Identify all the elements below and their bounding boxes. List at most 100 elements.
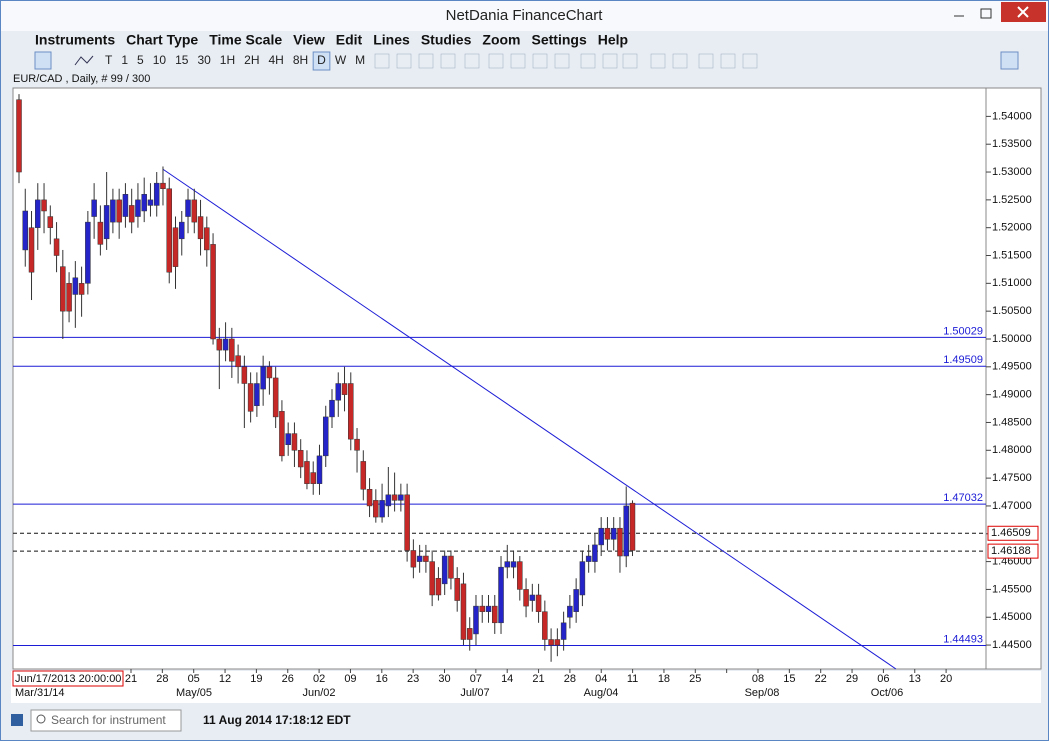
menu-item[interactable]: Settings <box>532 32 587 48</box>
close-icon <box>1017 6 1029 18</box>
candle-body <box>473 605 479 635</box>
tool-button[interactable] <box>672 53 688 69</box>
title-bar <box>1 1 1048 31</box>
candle-body <box>598 527 604 546</box>
x-tick-label: 20 <box>940 673 952 685</box>
menu-item[interactable]: Chart Type <box>126 32 198 48</box>
candle-body <box>279 411 285 457</box>
candle-body <box>560 622 567 640</box>
candle-body <box>216 338 223 351</box>
tool-bars-icon[interactable] <box>34 51 52 70</box>
status-time: 11 Aug 2014 17:18:12 EDT <box>203 713 351 727</box>
candle-body <box>241 366 248 384</box>
candle-body <box>510 561 517 568</box>
interval-button[interactable]: 30 <box>197 53 211 67</box>
x-tick-label: 06 <box>877 673 889 685</box>
tool-button[interactable] <box>580 53 596 69</box>
interval-button[interactable]: D <box>317 53 326 67</box>
candle-body <box>629 502 636 551</box>
candle-body <box>329 399 335 418</box>
menu-item[interactable]: Time Scale <box>209 32 282 48</box>
candle-body <box>379 500 385 518</box>
interval-button[interactable]: M <box>355 53 365 67</box>
price-label-box <box>987 543 1039 559</box>
candle-body <box>567 605 573 618</box>
candle-body <box>460 583 467 640</box>
tool-button[interactable] <box>698 53 714 69</box>
cursor-time: Jun/17/2013 20:00:00 <box>15 673 121 685</box>
candle-body <box>41 199 47 212</box>
menu-item[interactable]: Zoom <box>482 32 520 48</box>
level-label: 1.47032 <box>943 492 983 504</box>
interval-button[interactable]: 15 <box>175 53 189 67</box>
maximize[interactable] <box>980 8 992 19</box>
candle-body <box>366 488 373 507</box>
x-tick-label: 26 <box>282 673 294 685</box>
y-tick-label: 1.48000 <box>992 444 1032 456</box>
menu-item[interactable]: Lines <box>373 32 410 48</box>
interval-button[interactable]: 2H <box>244 53 259 67</box>
x-tick-label: 11 <box>627 673 638 685</box>
search-box[interactable] <box>30 709 182 732</box>
menu-item[interactable]: Edit <box>336 32 363 48</box>
x-tick-label: 16 <box>376 673 388 685</box>
candle-body <box>604 527 611 540</box>
candle-body <box>35 199 41 228</box>
candle-body <box>592 544 598 562</box>
candle-body <box>435 578 442 596</box>
candle-body <box>617 527 623 557</box>
candle-body <box>260 366 266 390</box>
candle-body <box>398 494 404 501</box>
menu-item[interactable]: View <box>293 32 325 48</box>
tool-button[interactable] <box>464 53 480 69</box>
tool-button[interactable] <box>510 53 526 69</box>
candle-body <box>535 594 542 612</box>
candle-body <box>85 221 91 284</box>
y-tick-label: 1.54000 <box>992 110 1032 122</box>
tool-button[interactable] <box>532 53 548 69</box>
candle-body <box>247 383 254 412</box>
candle-body <box>410 550 417 568</box>
tool-button[interactable] <box>720 53 736 69</box>
interval-button[interactable]: W <box>335 53 347 67</box>
candle-body <box>385 494 392 507</box>
interval-button[interactable]: 1 <box>121 53 128 67</box>
interval-button[interactable]: 4H <box>268 53 283 67</box>
tool-button[interactable] <box>554 53 570 69</box>
tool-button[interactable] <box>650 53 666 69</box>
tool-button[interactable] <box>602 53 618 69</box>
tool-button[interactable] <box>742 53 758 69</box>
candle-body <box>53 238 60 256</box>
candle-body <box>448 555 454 579</box>
tool-button[interactable] <box>622 53 638 69</box>
x-tick-label: 21 <box>125 673 137 685</box>
candle-body <box>517 561 523 590</box>
candle-body <box>166 188 172 273</box>
interval-button[interactable]: 10 <box>153 53 167 67</box>
interval-button[interactable]: 8H <box>293 53 308 67</box>
menu-item[interactable]: Studies <box>421 32 472 48</box>
tool-button[interactable] <box>418 53 434 69</box>
menu-item[interactable]: Help <box>598 32 628 48</box>
pin-button[interactable] <box>1000 51 1019 70</box>
candle-body <box>322 416 329 457</box>
menu-item[interactable]: Instruments <box>35 32 115 48</box>
tool-button[interactable] <box>488 53 504 69</box>
level-label: 1.44493 <box>943 633 983 645</box>
candle-body <box>579 561 586 596</box>
candle-body <box>204 227 210 251</box>
interval-button[interactable]: T <box>105 53 113 67</box>
candle-body <box>373 500 379 518</box>
candle-body <box>66 283 72 312</box>
interval-button[interactable]: 1H <box>220 53 235 67</box>
tool-button[interactable] <box>440 53 456 69</box>
search-placeholder: Search for instrument <box>51 713 166 727</box>
candle-body <box>285 433 291 445</box>
interval-button[interactable]: 5 <box>137 53 144 67</box>
x-tick-label: 22 <box>815 673 827 685</box>
tool-button[interactable] <box>374 53 390 69</box>
candle-body <box>479 605 485 612</box>
tool-line-icon[interactable] <box>74 55 94 66</box>
tool-button[interactable] <box>396 53 412 69</box>
